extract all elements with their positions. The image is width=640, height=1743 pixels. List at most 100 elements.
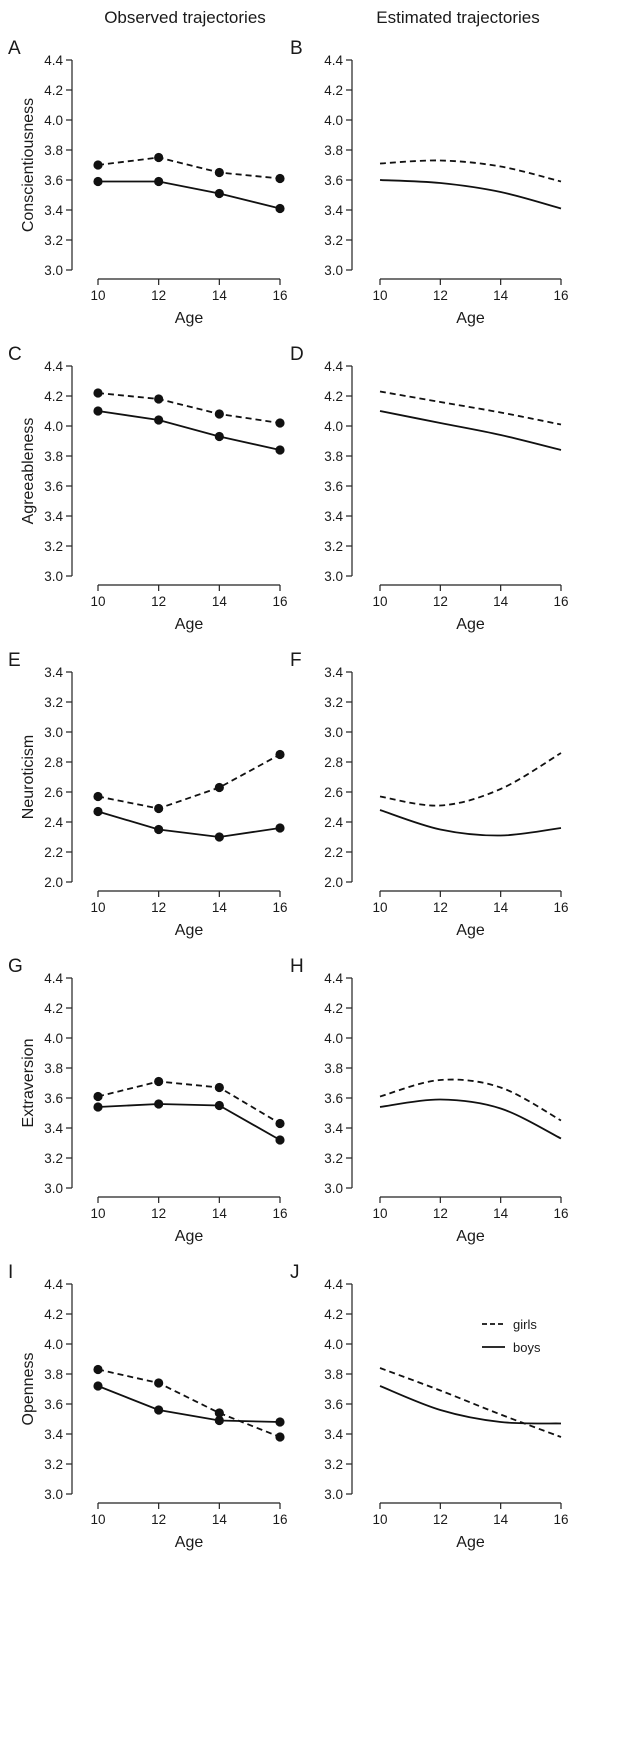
point-girls-a (275, 173, 285, 184)
y-tick-label-h: 3.4 (324, 1121, 343, 1136)
x-tick-label-c: 14 (212, 594, 228, 609)
series-curve-boys-j (379, 1385, 562, 1425)
x-tick-label-j: 16 (553, 1512, 568, 1527)
y-tick-label-g: 3.8 (44, 1061, 63, 1076)
x-tick-label-g: 14 (212, 1206, 228, 1221)
series-curve-boys-h (379, 1098, 562, 1140)
y-tick-label-f: 2.2 (324, 845, 343, 860)
x-tick-label-e: 12 (151, 900, 166, 915)
x-axis-title-h: Age (456, 1228, 485, 1245)
x-tick-label-i: 16 (272, 1512, 287, 1527)
point-girls-e (214, 782, 224, 793)
y-tick-label-d: 4.0 (324, 419, 343, 434)
point-boys-c (154, 415, 164, 425)
panel-letter-c: C (8, 344, 22, 365)
x-tick-label-b: 10 (372, 288, 387, 303)
y-tick-label-c: 3.6 (44, 479, 63, 494)
point-boys-i (93, 1381, 103, 1391)
point-girls-c (154, 394, 164, 404)
point-girls-a (93, 160, 103, 170)
x-tick-label-e: 14 (212, 900, 228, 915)
y-tick-label-i: 4.2 (44, 1307, 63, 1322)
x-tick-label-g: 12 (151, 1206, 166, 1221)
y-tick-label-g: 3.4 (44, 1121, 63, 1136)
x-tick-label-e: 16 (272, 900, 287, 915)
series-line-girls-i (97, 1368, 281, 1438)
y-tick-label-g: 4.0 (44, 1031, 63, 1046)
point-boys-e (214, 832, 224, 842)
panel-j: J 3.0 3.2 3.4 3.6 3.8 4.0 4.2 4.4 10 12 14 16 Age girl… (290, 1262, 569, 1551)
point-boys-g (214, 1100, 224, 1111)
y-tick-label-i: 3.8 (44, 1367, 63, 1382)
point-boys-g (93, 1102, 103, 1112)
series-curve-boys-d (379, 410, 562, 451)
x-axis-title-a: Age (175, 310, 204, 327)
y-tick-label-i: 3.2 (44, 1457, 63, 1472)
x-tick-label-a: 14 (212, 288, 228, 303)
y-tick-label-h: 3.6 (324, 1091, 343, 1106)
y-tick-label-b: 4.4 (324, 53, 343, 68)
y-tick-label-e: 3.0 (44, 725, 63, 740)
point-girls-e (93, 791, 103, 802)
y-tick-label-b: 3.2 (324, 233, 343, 248)
y-tick-label-b: 3.8 (324, 143, 343, 158)
panel-letter-e: E (8, 650, 21, 671)
y-tick-label-a: 4.2 (44, 83, 63, 98)
y-tick-label-f: 2.4 (324, 815, 343, 830)
point-boys-i (214, 1415, 224, 1426)
point-boys-c (93, 406, 103, 416)
series-curve-girls-h (379, 1078, 562, 1122)
y-tick-label-j: 3.8 (324, 1367, 343, 1382)
y-tick-label-a: 3.4 (44, 203, 63, 218)
x-tick-label-a: 10 (90, 288, 105, 303)
y-tick-label-i: 4.4 (44, 1277, 63, 1292)
x-tick-label-a: 12 (151, 288, 166, 303)
x-tick-label-f: 14 (493, 900, 509, 915)
series-line-girls-c (97, 392, 281, 424)
panel-c: C 3.0 3.2 3.4 3.6 3.8 4.0 4.2 4.4 10 12 14 16 Age Agre… (8, 344, 288, 633)
y-tick-label-e: 2.4 (44, 815, 63, 830)
point-boys-a (154, 176, 164, 187)
series-line-boys-c (97, 410, 281, 451)
point-girls-c (93, 388, 103, 398)
y-tick-label-a: 3.2 (44, 233, 63, 248)
point-boys-e (275, 823, 285, 833)
y-tick-label-d: 4.2 (324, 389, 343, 404)
panel-d: D 3.0 3.2 3.4 3.6 3.8 4.0 4.2 4.4 10 12 14 16 Age (290, 344, 569, 633)
x-tick-label-b: 16 (553, 288, 568, 303)
x-tick-label-f: 10 (372, 900, 387, 915)
y-tick-label-h: 4.0 (324, 1031, 343, 1046)
x-tick-label-b: 14 (493, 288, 509, 303)
point-girls-g (93, 1091, 103, 1102)
y-tick-label-b: 4.2 (324, 83, 343, 98)
x-axis-title-j: Age (456, 1534, 485, 1551)
point-girls-c (214, 409, 224, 419)
y-tick-label-e: 2.8 (44, 755, 63, 770)
y-tick-label-d: 4.4 (324, 359, 343, 374)
point-boys-i (154, 1405, 164, 1415)
series-curve-boys-b (379, 179, 562, 210)
panel-i: I 3.0 3.2 3.4 3.6 3.8 4.0 4.2 4.4 10 12 14 16 Age Open… (8, 1262, 288, 1551)
legend: girls boys (482, 1317, 541, 1355)
column-title-estimated: Estimated trajectories (376, 8, 539, 27)
x-tick-label-d: 10 (372, 594, 387, 609)
series-line-boys-e (97, 810, 281, 838)
panel-g: G 3.0 3.2 3.4 3.6 3.8 4.0 4.2 4.4 10 12 14 16 Age Extr… (8, 956, 288, 1245)
y-tick-label-g: 3.2 (44, 1151, 63, 1166)
y-tick-label-j: 4.2 (324, 1307, 343, 1322)
y-tick-label-j: 3.4 (324, 1427, 343, 1442)
x-tick-label-h: 10 (372, 1206, 387, 1221)
series-line-boys-g (97, 1103, 281, 1141)
point-boys-a (214, 188, 224, 199)
panel-e: E 2.0 2.2 2.4 2.6 2.8 3.0 3.2 3.4 10 12 14 16 Age Neur… (8, 650, 288, 939)
y-tick-label-b: 3.6 (324, 173, 343, 188)
y-tick-label-c: 4.2 (44, 389, 63, 404)
y-tick-label-e: 2.0 (44, 875, 63, 890)
y-tick-label-b: 4.0 (324, 113, 343, 128)
y-tick-label-a: 4.4 (44, 53, 63, 68)
y-tick-label-i: 4.0 (44, 1337, 63, 1352)
series-line-boys-i (97, 1385, 281, 1423)
y-tick-label-d: 3.6 (324, 479, 343, 494)
point-boys-g (154, 1099, 164, 1109)
y-tick-label-f: 3.2 (324, 695, 343, 710)
